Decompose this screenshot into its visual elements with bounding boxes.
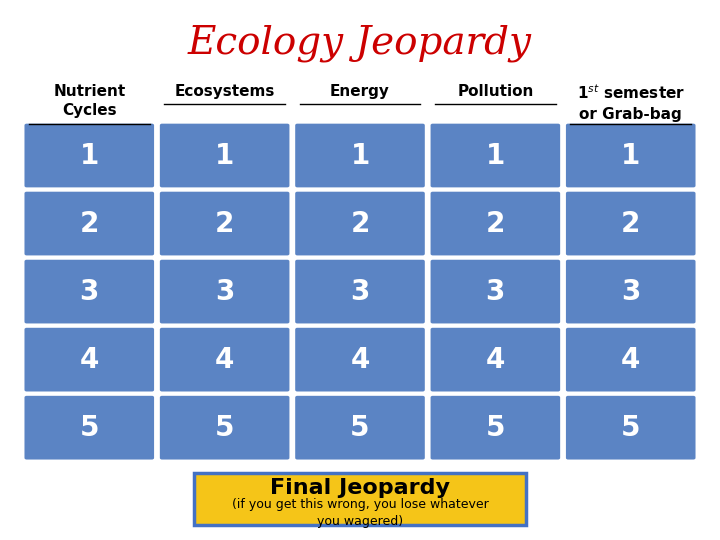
FancyBboxPatch shape (566, 260, 696, 323)
Text: 5: 5 (350, 414, 370, 442)
Text: 5: 5 (79, 414, 99, 442)
FancyBboxPatch shape (566, 328, 696, 392)
FancyBboxPatch shape (160, 328, 289, 392)
FancyBboxPatch shape (431, 260, 560, 323)
Text: (if you get this wrong, you lose whatever
you wagered): (if you get this wrong, you lose whateve… (232, 498, 488, 528)
FancyBboxPatch shape (24, 124, 154, 187)
FancyBboxPatch shape (24, 260, 154, 323)
Text: 1: 1 (215, 141, 234, 170)
Text: 3: 3 (621, 278, 640, 306)
Text: 2: 2 (215, 210, 234, 238)
FancyBboxPatch shape (431, 328, 560, 392)
FancyBboxPatch shape (566, 124, 696, 187)
Text: 2: 2 (621, 210, 640, 238)
Text: 5: 5 (215, 414, 235, 442)
FancyBboxPatch shape (160, 260, 289, 323)
FancyBboxPatch shape (24, 328, 154, 392)
Text: 4: 4 (621, 346, 640, 374)
Text: 5: 5 (485, 414, 505, 442)
Text: 1: 1 (80, 141, 99, 170)
Text: 5: 5 (621, 414, 641, 442)
FancyBboxPatch shape (295, 192, 425, 255)
FancyBboxPatch shape (431, 192, 560, 255)
FancyBboxPatch shape (24, 192, 154, 255)
Text: 4: 4 (486, 346, 505, 374)
FancyBboxPatch shape (295, 328, 425, 392)
Text: 4: 4 (351, 346, 369, 374)
Text: 3: 3 (80, 278, 99, 306)
Text: Final Jeopardy: Final Jeopardy (270, 478, 450, 498)
Text: Ecology Jeopardy: Ecology Jeopardy (188, 24, 532, 62)
Text: 4: 4 (215, 346, 234, 374)
FancyBboxPatch shape (24, 396, 154, 460)
FancyBboxPatch shape (566, 396, 696, 460)
FancyBboxPatch shape (295, 396, 425, 460)
Text: 1: 1 (621, 141, 640, 170)
Text: Ecosystems: Ecosystems (174, 84, 275, 99)
Text: Pollution: Pollution (457, 84, 534, 99)
Text: Nutrient
Cycles: Nutrient Cycles (53, 84, 125, 118)
FancyBboxPatch shape (194, 472, 526, 525)
Text: 2: 2 (80, 210, 99, 238)
FancyBboxPatch shape (431, 396, 560, 460)
Text: 3: 3 (351, 278, 369, 306)
Text: 1$^{st}$ semester
or Grab-bag: 1$^{st}$ semester or Grab-bag (577, 84, 685, 122)
Text: 1: 1 (486, 141, 505, 170)
Text: 2: 2 (486, 210, 505, 238)
FancyBboxPatch shape (295, 124, 425, 187)
Text: 2: 2 (351, 210, 369, 238)
Text: 1: 1 (351, 141, 369, 170)
FancyBboxPatch shape (160, 396, 289, 460)
Text: 3: 3 (486, 278, 505, 306)
FancyBboxPatch shape (566, 192, 696, 255)
FancyBboxPatch shape (431, 124, 560, 187)
Text: 3: 3 (215, 278, 234, 306)
Text: 4: 4 (80, 346, 99, 374)
FancyBboxPatch shape (295, 260, 425, 323)
FancyBboxPatch shape (160, 192, 289, 255)
Text: Energy: Energy (330, 84, 390, 99)
FancyBboxPatch shape (160, 124, 289, 187)
